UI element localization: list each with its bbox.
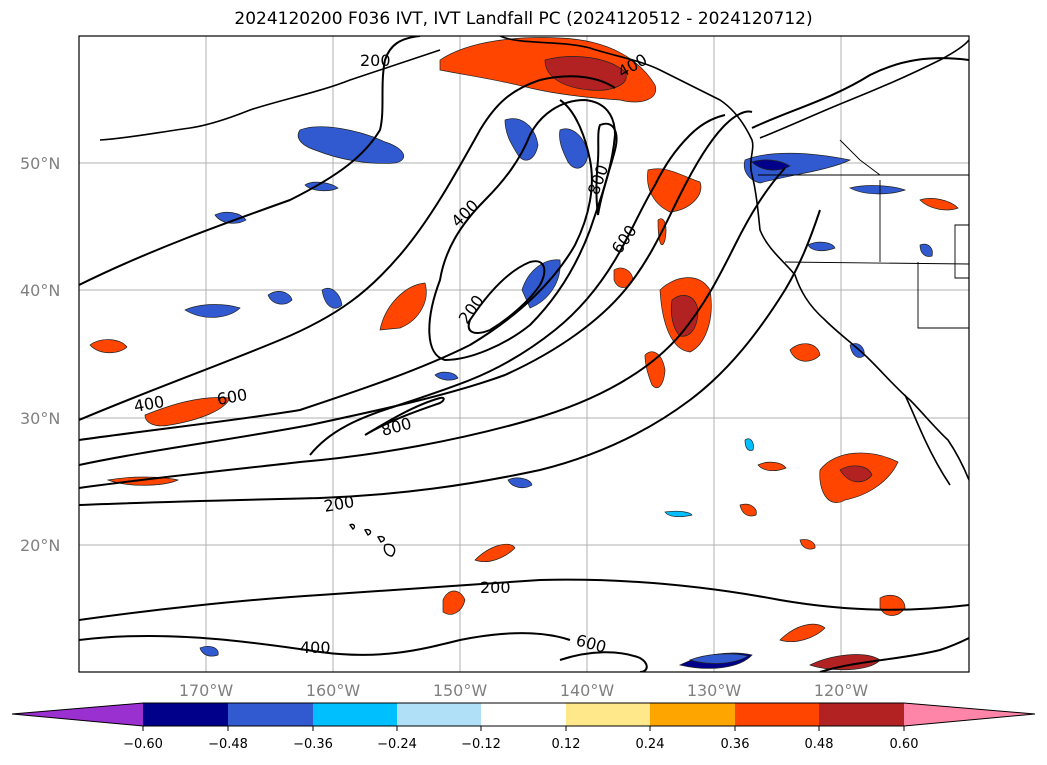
contour-400-west — [79, 75, 616, 421]
lon-tick-labels: 170°W 160°W 150°W 140°W 130°W 120°W — [179, 681, 869, 700]
hawaii-islands — [348, 523, 396, 557]
contour-200-bottom — [79, 578, 969, 621]
lon-tick-label: 150°W — [433, 681, 488, 700]
colorbar-tick-label: −0.48 — [208, 737, 248, 752]
lat-tick-label: 20°N — [20, 536, 60, 555]
colorbar-swatch — [397, 703, 481, 726]
contour-600-bottom — [559, 651, 648, 672]
contour-200-south — [79, 209, 821, 506]
colorbar-tick-label: 0.36 — [721, 737, 750, 752]
contour-inner-200 — [428, 98, 617, 362]
colorbar-tick-label: −0.12 — [461, 737, 501, 752]
colorbar-swatch — [481, 703, 566, 726]
contour-800-outer — [309, 114, 726, 456]
lon-tick-label: 160°W — [306, 681, 361, 700]
contour-right-edge — [819, 637, 969, 672]
lon-tick-label: 120°W — [814, 681, 869, 700]
colorbar-over-triangle — [904, 703, 1035, 726]
lat-tick-labels: 50°N 40°N 30°N 20°N — [20, 154, 60, 555]
lat-tick-label: 30°N — [20, 409, 60, 428]
contour-label: 400 — [300, 638, 331, 657]
contour-600-east — [79, 110, 753, 466]
lon-tick-label: 170°W — [179, 681, 234, 700]
contour-800-band — [364, 396, 445, 436]
colorbar-swatch — [819, 703, 904, 726]
colorbar-under-triangle — [12, 703, 143, 726]
lon-gridlines — [205, 36, 842, 672]
positive-anomaly-fills — [89, 37, 959, 671]
colorbar-swatch — [650, 703, 735, 726]
lat-tick-label: 40°N — [20, 281, 60, 300]
colorbar: −0.60 −0.48 −0.36 −0.24 −0.12 0.12 0.24 … — [11, 702, 1036, 752]
contour-inner-400 — [467, 260, 546, 334]
political-borders — [758, 139, 969, 329]
coastlines — [99, 36, 969, 486]
colorbar-swatch — [143, 703, 228, 726]
colorbar-tick-label: 0.48 — [805, 737, 834, 752]
contour-200-north — [79, 36, 421, 286]
colorbar-tick-label: −0.60 — [123, 737, 163, 752]
lon-tick-label: 130°W — [687, 681, 742, 700]
lat-tick-label: 50°N — [20, 154, 60, 173]
contour-ne-edge — [751, 57, 969, 129]
contour-400-bottom — [79, 632, 571, 656]
contour-600-mid — [79, 99, 593, 441]
contour-800-north — [595, 122, 618, 216]
colorbar-tick-label: −0.24 — [377, 737, 417, 752]
contour-400-south — [79, 167, 786, 489]
contour-label: 200 — [360, 51, 391, 70]
colorbar-tick-label: 0.24 — [636, 737, 665, 752]
colorbar-tick-label: 0.12 — [552, 737, 581, 752]
colorbar-tick-label: −0.36 — [293, 737, 333, 752]
chart-title: 2024120200 F036 IVT, IVT Landfall PC (20… — [234, 9, 813, 29]
colorbar-swatch — [566, 703, 650, 726]
colorbar-swatch — [228, 703, 313, 726]
colorbar-swatch — [313, 703, 397, 726]
colorbar-swatch — [735, 703, 819, 726]
ivt-contours — [79, 36, 969, 672]
contour-label: 200 — [480, 578, 511, 597]
map-frame — [78, 35, 970, 673]
lon-tick-label: 140°W — [560, 681, 615, 700]
colorbar-tick-label: 0.60 — [890, 737, 919, 752]
